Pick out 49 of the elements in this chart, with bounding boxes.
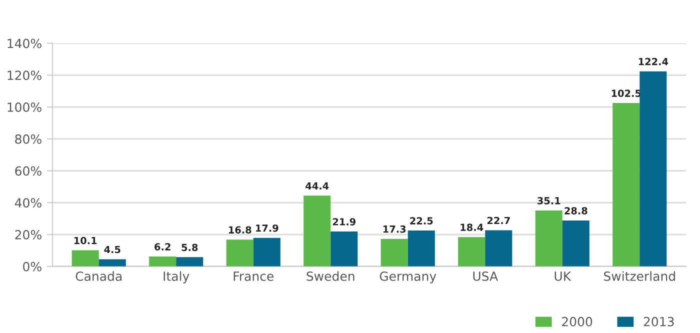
data-label: 22.5 [410,217,433,224]
bar [304,196,331,266]
bar [72,250,99,266]
bar [612,103,640,266]
bar [330,232,358,266]
y-tick-label: 0% [23,262,42,272]
bar [458,237,486,266]
bar [176,257,204,266]
data-label: 44.4 [306,182,329,190]
x-tick-label: France [234,272,274,281]
bar [485,230,512,266]
y-tick-label: 80% [15,134,42,144]
y-tick-label: 100% [8,102,42,112]
bar [640,71,667,266]
data-label: 35.1 [538,197,560,204]
bar [149,256,176,266]
x-tick-label: Canada [76,271,122,281]
data-label: 17.3 [383,225,406,233]
bar [226,240,254,266]
bar [562,220,590,266]
bar [98,259,126,266]
bar [253,238,280,266]
y-tick-label: 120% [8,70,42,80]
legend-label: 2000 [562,316,592,326]
data-label: 18.4 [460,224,484,232]
bar [408,230,435,266]
x-tick-label: Italy [164,271,190,284]
data-label: 6.2 [154,243,170,250]
legend-label: 2013 [644,316,674,326]
bar [535,210,562,266]
data-label: 10.1 [74,236,97,244]
x-tick-label: Switzerland [604,271,675,281]
data-label: 22.7 [487,216,510,224]
x-tick-label: USA [473,271,498,281]
data-label: 4.5 [104,246,120,254]
data-label: 17.9 [256,224,278,232]
x-tick-label: Germany [380,271,436,284]
data-label: 16.8 [228,226,252,234]
data-label: 122.4 [638,58,668,66]
y-tick-label: 140% [8,38,42,48]
data-label: 5.8 [182,244,198,252]
data-label: 28.8 [564,207,588,214]
y-tick-label: 60% [15,166,42,176]
bar [380,238,408,266]
x-tick-label: Sweden [306,271,354,281]
y-tick-label: 20% [15,230,42,240]
x-tick-label: UK [554,272,572,281]
y-tick-label: 40% [14,198,42,208]
data-label: 21.9 [332,218,356,226]
